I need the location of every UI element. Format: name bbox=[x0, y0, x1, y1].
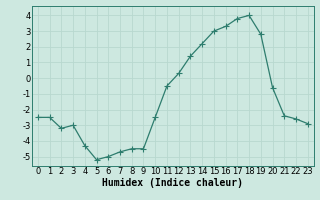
X-axis label: Humidex (Indice chaleur): Humidex (Indice chaleur) bbox=[102, 178, 243, 188]
